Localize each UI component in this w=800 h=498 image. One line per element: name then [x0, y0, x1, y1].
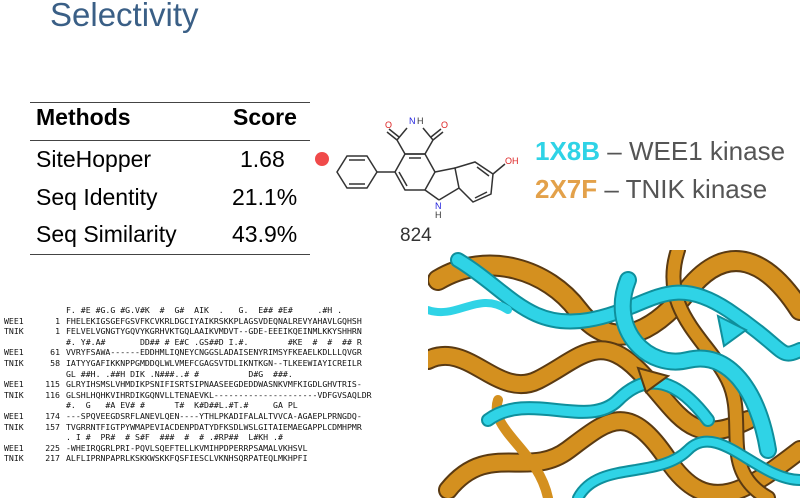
- alignment-row: WEE1 1 FHELEKIGSGEFGSVFKCVKRLDGCIYAIKRSKKP…: [4, 316, 372, 327]
- sequence-text: VVRYFSAWA------EDDHMLIQNEYCNGGSLADAISENY…: [66, 347, 362, 358]
- sequence-position: 174: [45, 410, 60, 421]
- sequence-text: GLRYIHSMSLVHMDIKPSNIFISRTSIPNAASEEGDEDDW…: [66, 379, 362, 390]
- consensus-text: F. #E #G.G #G.V#K # G# AIK . G. E## #E# …: [66, 305, 343, 315]
- legend-entry-wee1: 1X8B – WEE1 kinase: [535, 136, 785, 167]
- alignment-row: WEE1 115 GLRYIHSMSLVHMDIKPSNIFISRTSIPNAASE…: [4, 379, 372, 390]
- sequence-position: 58: [50, 357, 60, 368]
- sequence-position: 116: [45, 389, 60, 400]
- consensus-row: #. Y#.A# DD## # E#C .GS##D I.#. #KE # # …: [4, 337, 372, 348]
- sequence-name: TNIK: [4, 326, 24, 337]
- legend-code: 2X7F: [535, 174, 598, 204]
- molecule-structure-diagram: O N H O OH N H: [336, 116, 519, 220]
- atom-n2: N: [435, 201, 442, 211]
- sequence-text: FELVELVGNGTYGQVYKGRHVKTGQLAAIKVMDVT--GDE…: [66, 326, 362, 337]
- alignment-row: TNIK 1 FELVELVGNGTYGQVYKGRHVKTGQLAAIKVMDVT…: [4, 326, 372, 337]
- sequence-name: TNIK: [4, 389, 24, 400]
- table-header-methods: Methods: [36, 104, 131, 130]
- sequence-alignment: F. #E #G.G #G.V#K # G# AIK . G. E## #E# …: [4, 305, 372, 464]
- sequence-position: 1: [55, 315, 60, 326]
- table-header-rule: [30, 140, 310, 141]
- atom-h: H: [417, 116, 424, 126]
- legend-text: – WEE1 kinase: [607, 136, 786, 166]
- sequence-position: 157: [45, 421, 60, 432]
- consensus-text: #. Y#.A# DD## # E#C .GS##D I.#. #KE # # …: [66, 336, 362, 347]
- alignment-row: WEE1 225 -WHEIRQGRLPRI-PQVLSQEFTELLKVMIHPD…: [4, 443, 372, 454]
- sequence-position: 1: [55, 326, 60, 337]
- red-marker-dot: [315, 152, 329, 166]
- atom-o1: O: [385, 120, 392, 130]
- alignment-row: TNIK 116 GLSHLHQHKVIHRDIKGQNVLLTENAEVKL---…: [4, 390, 372, 401]
- slide-title: Selectivity: [50, 0, 199, 33]
- consensus-text: #. G #A EV# # T# K#D##L.#T.# GA PL: [66, 400, 298, 411]
- alignment-row: TNIK 157 TVGRRNTFIGTPYWMAPEVIACDENPDATYDFK…: [4, 422, 372, 433]
- sequence-name: WEE1: [4, 379, 24, 390]
- table-cell-method: SiteHopper: [36, 146, 152, 172]
- sequence-position: 61: [50, 347, 60, 358]
- legend-entry-tnik: 2X7F – TNIK kinase: [535, 174, 767, 205]
- table-cell-method: Seq Similarity: [36, 221, 177, 247]
- sequence-name: WEE1: [4, 410, 24, 421]
- sequence-text: IATYYGAFIKKNPPGMDDQLWLVMEFCGAGSVTDLIKNTK…: [66, 357, 362, 368]
- sequence-text: GLSHLHQHKVIHRDIKGQNVLLTENAEVKL----------…: [66, 389, 372, 400]
- sequence-name: TNIK: [4, 357, 24, 368]
- atom-nh: N: [409, 116, 416, 126]
- molecule-label: 824: [400, 225, 432, 246]
- sequence-text: -WHEIRQGRLPRI-PQVLSQEFTELLKVMIHPDPERRPSA…: [66, 442, 308, 453]
- consensus-row: F. #E #G.G #G.V#K # G# AIK . G. E## #E# …: [4, 305, 372, 316]
- atom-h2: H: [435, 210, 442, 220]
- sequence-name: WEE1: [4, 442, 24, 453]
- alignment-row: WEE1 174 ---SPQVEEGDSRFLANEVLQEN----YTHLPK…: [4, 411, 372, 422]
- alignment-row: TNIK 58 IATYYGAFIKKNPPGMDDQLWLVMEFCGAGSVTD…: [4, 358, 372, 369]
- legend-code: 1X8B: [535, 136, 601, 166]
- table-bottom-rule: [30, 254, 310, 255]
- sequence-name: WEE1: [4, 315, 24, 326]
- atom-oh: OH: [505, 156, 519, 166]
- sequence-name: WEE1: [4, 347, 24, 358]
- sequence-name: TNIK: [4, 421, 24, 432]
- consensus-row: #. G #A EV# # T# K#D##L.#T.# GA PL: [4, 400, 372, 411]
- sequence-name: TNIK: [4, 453, 24, 464]
- sequence-text: ALFLIPRNPAPRLKSKKWSKKFQSFIESCLVKNHSQRPAT…: [66, 453, 308, 464]
- sequence-text: FHELEKIGSGEFGSVFKCVKRLDGCIYAIKRSKKPLAGSV…: [66, 315, 362, 326]
- alignment-row: WEE1 61 VVRYFSAWA------EDDHMLIQNEYCNGGSLAD…: [4, 347, 372, 358]
- atom-o2: O: [441, 120, 448, 130]
- protein-structure-overlay: [428, 250, 800, 498]
- table-cell-score: 21.1%: [232, 184, 298, 210]
- table-cell-score: 1.68: [240, 146, 285, 172]
- alignment-row: TNIK 217 ALFLIPRNPAPRLKSKKWSKKFQSFIESCLVKN…: [4, 453, 372, 464]
- consensus-text: GL ##H. .##H DIK .N###..# # D#G ###.: [66, 368, 293, 379]
- consensus-row: . I # PR# # S#F ### # # .#RP## L#KH .#: [4, 432, 372, 443]
- sequence-position: 217: [45, 453, 60, 464]
- table-cell-score: 43.9%: [232, 221, 298, 247]
- sequence-position: 115: [45, 379, 60, 390]
- consensus-row: GL ##H. .##H DIK .N###..# # D#G ###.: [4, 369, 372, 380]
- sequence-text: TVGRRNTFIGTPYWMAPEVIACDENPDATYDFKSDLWSLG…: [66, 421, 362, 432]
- table-header-score: Score: [233, 104, 297, 130]
- sequence-position: 225: [45, 442, 60, 453]
- legend-text: – TNIK kinase: [604, 174, 768, 204]
- consensus-text: . I # PR# # S#F ### # # .#RP## L#KH .#: [66, 432, 283, 443]
- table-top-rule: [30, 102, 310, 103]
- table-cell-method: Seq Identity: [36, 184, 158, 210]
- sequence-text: ---SPQVEEGDSRFLANEVLQEN----YTHLPKADIFALA…: [66, 410, 362, 421]
